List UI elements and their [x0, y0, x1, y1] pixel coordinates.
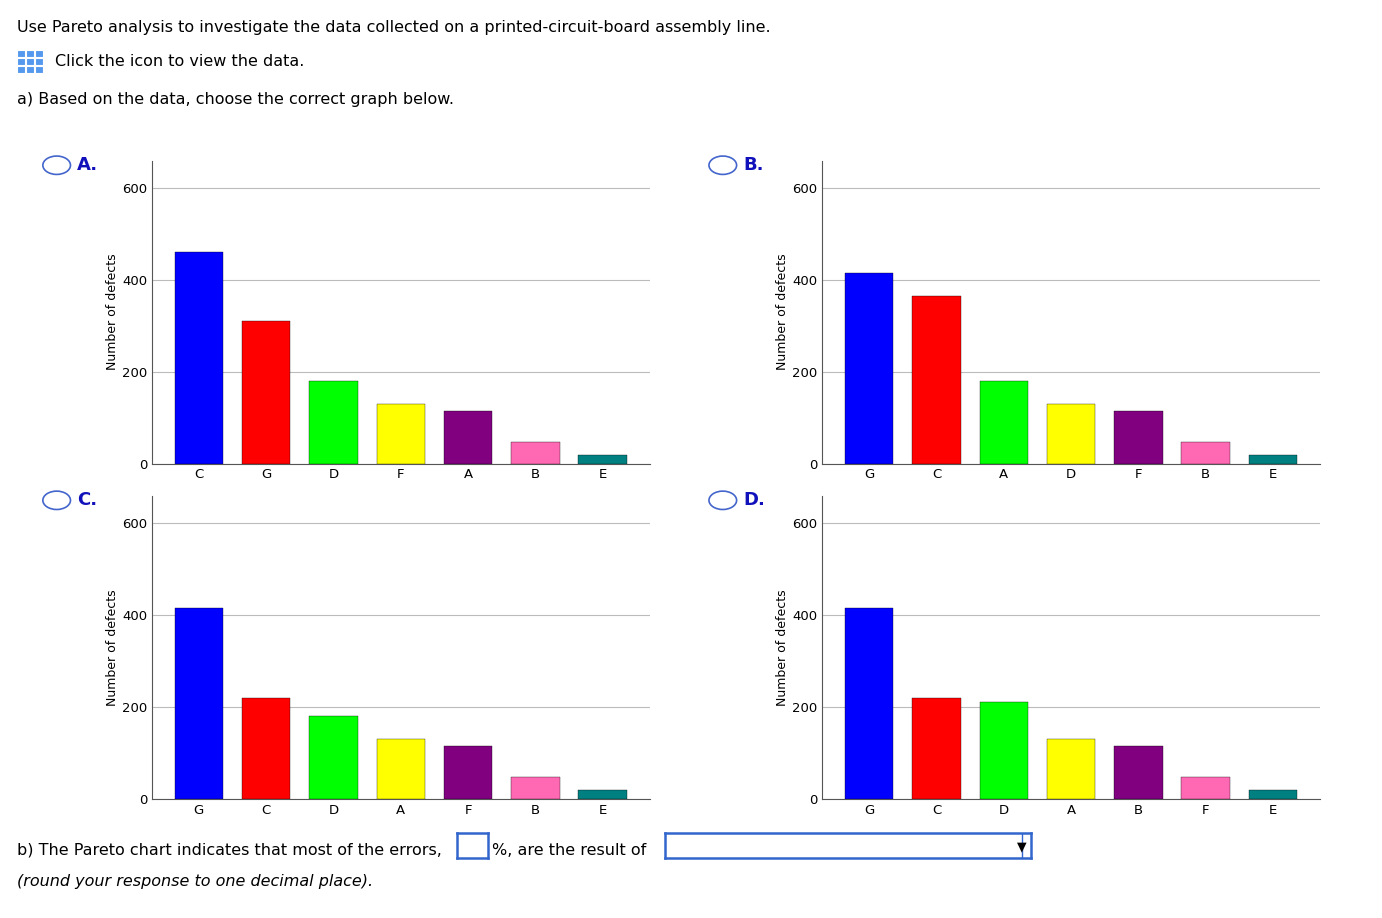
- Bar: [310, 381, 358, 464]
- Y-axis label: Number of defects: Number of defects: [777, 253, 789, 371]
- Text: C.: C.: [77, 491, 98, 509]
- Bar: [174, 252, 223, 464]
- Bar: [511, 777, 560, 799]
- Bar: [17, 50, 25, 57]
- Bar: [17, 66, 25, 73]
- Bar: [444, 745, 492, 799]
- Bar: [980, 381, 1028, 464]
- Bar: [1114, 745, 1162, 799]
- Bar: [310, 716, 358, 799]
- Bar: [912, 296, 960, 464]
- Bar: [844, 274, 893, 464]
- Bar: [17, 59, 25, 65]
- Text: ▼: ▼: [1017, 840, 1027, 853]
- Text: Click the icon to view the data.: Click the icon to view the data.: [55, 54, 304, 69]
- Bar: [242, 321, 290, 464]
- Text: %, are the result of: %, are the result of: [492, 843, 647, 857]
- Bar: [444, 411, 492, 464]
- Text: b) The Pareto chart indicates that most of the errors,: b) The Pareto chart indicates that most …: [17, 843, 441, 857]
- Bar: [579, 790, 627, 799]
- Text: D.: D.: [744, 491, 766, 509]
- Bar: [579, 455, 627, 464]
- Bar: [26, 59, 35, 65]
- Bar: [1114, 411, 1162, 464]
- Text: A.: A.: [77, 156, 98, 174]
- Bar: [1249, 790, 1298, 799]
- Bar: [36, 66, 43, 73]
- Text: (round your response to one decimal place).: (round your response to one decimal plac…: [17, 874, 373, 889]
- Bar: [376, 739, 426, 799]
- Y-axis label: Number of defects: Number of defects: [777, 588, 789, 706]
- Bar: [36, 59, 43, 65]
- Bar: [844, 608, 893, 799]
- Bar: [1046, 739, 1096, 799]
- Bar: [511, 442, 560, 464]
- Y-axis label: Number of defects: Number of defects: [106, 588, 119, 706]
- Bar: [1182, 777, 1230, 799]
- Bar: [1046, 404, 1096, 464]
- Bar: [36, 50, 43, 57]
- Text: B.: B.: [744, 156, 764, 174]
- Bar: [980, 702, 1028, 799]
- Bar: [174, 608, 223, 799]
- Bar: [26, 50, 35, 57]
- Bar: [1249, 455, 1298, 464]
- Text: Use Pareto analysis to investigate the data collected on a printed-circuit-board: Use Pareto analysis to investigate the d…: [17, 20, 770, 35]
- Bar: [1182, 442, 1230, 464]
- Bar: [376, 404, 426, 464]
- Text: a) Based on the data, choose the correct graph below.: a) Based on the data, choose the correct…: [17, 92, 453, 106]
- Bar: [912, 698, 960, 799]
- Bar: [26, 66, 35, 73]
- Bar: [242, 698, 290, 799]
- Y-axis label: Number of defects: Number of defects: [106, 253, 119, 371]
